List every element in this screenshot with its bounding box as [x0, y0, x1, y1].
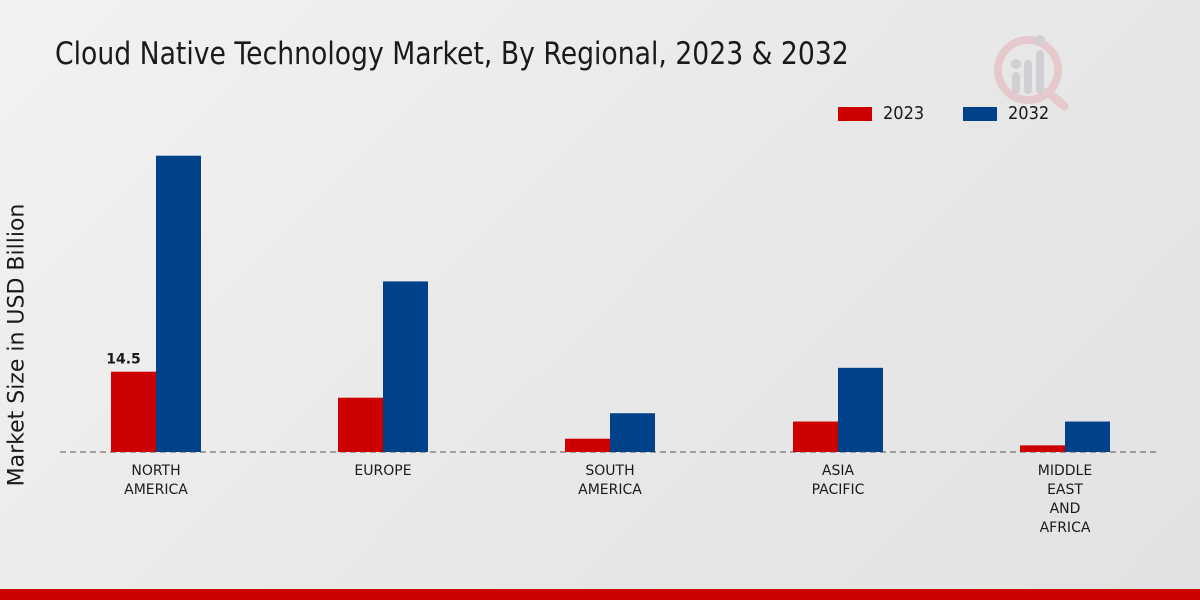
- x-tick-label-3: ASIA PACIFIC: [812, 463, 865, 498]
- bar-2032-1: [383, 281, 428, 452]
- x-tick-label-4: MIDDLE EAST AND AFRICA: [1038, 463, 1092, 536]
- bar-2023-2: [565, 438, 610, 452]
- legend-swatch-2032: [962, 106, 997, 121]
- chart-title: Cloud Native Technology Market, By Regio…: [55, 36, 849, 72]
- x-tick-label-2: SOUTH AMERICA: [578, 463, 642, 498]
- bar-2032-2: [610, 413, 655, 452]
- legend-label-2023: 2023: [883, 103, 925, 124]
- bar-2023-1: [338, 397, 383, 452]
- bar-2032-3: [838, 367, 883, 452]
- bottom-accent-bar: [0, 589, 1200, 600]
- data-label-0: 14.5: [106, 352, 141, 368]
- bar-2032-0: [156, 155, 201, 452]
- legend-item-2032: 2032: [962, 103, 1054, 124]
- x-tick-label-0: NORTH AMERICA: [124, 463, 188, 498]
- legend: 2023 2032: [838, 103, 1088, 124]
- bar-2023-3: [793, 421, 838, 452]
- x-tick-label-1: EUROPE: [354, 463, 411, 479]
- legend-label-2032: 2032: [1007, 103, 1050, 124]
- bar-2032-4: [1065, 421, 1110, 452]
- chart-logo-icon: [990, 30, 1074, 114]
- legend-swatch-2023: [838, 106, 872, 121]
- bar-2023-0: [111, 371, 156, 452]
- legend-item-2023: 2023: [838, 103, 929, 124]
- bar-2023-4: [1020, 445, 1065, 452]
